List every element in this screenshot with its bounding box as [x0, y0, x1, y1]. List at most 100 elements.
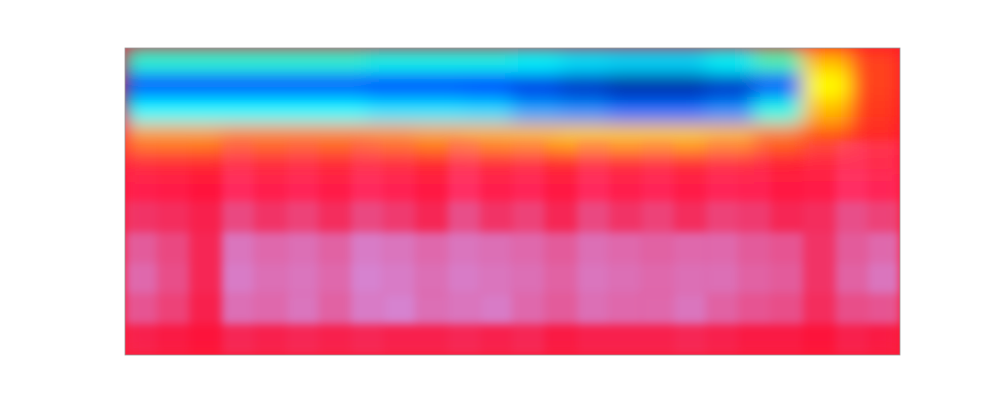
spectrogram-cell: [739, 140, 771, 171]
spectrogram-cell: [835, 294, 867, 325]
spectrogram-cell: [383, 324, 415, 355]
spectrogram-cell: [835, 202, 867, 233]
spectrogram-cell: [416, 263, 448, 294]
heatmap-cell: [463, 98, 513, 126]
spectrogram-cell: [190, 232, 222, 263]
spectrogram-cell: [674, 202, 706, 233]
spectrogram-cell: [545, 171, 577, 202]
heatmap-cell: [366, 48, 416, 75]
spectrogram-cell: [254, 202, 286, 233]
spectrogram-cell: [577, 171, 609, 202]
spectrogram-cell: [286, 109, 318, 140]
spectrogram-cell: [642, 48, 674, 79]
spectrogram-cell: [448, 202, 480, 233]
spectrogram-cell: [351, 79, 383, 110]
spectrogram-cell: [835, 324, 867, 355]
spectrogram-cell: [609, 324, 641, 355]
spectrogram-cell: [286, 324, 318, 355]
spectrogram-cell: [545, 79, 577, 110]
spectrogram-cell: [674, 263, 706, 294]
heatmap-cell: [269, 98, 319, 126]
spectrogram-cell: [416, 109, 448, 140]
heatmap-cell: [125, 98, 174, 126]
spectrogram-cell: [286, 171, 318, 202]
spectrogram-cell: [771, 232, 803, 263]
spectrogram-cell: [609, 202, 641, 233]
spectrogram-cell: [577, 294, 609, 325]
spectrogram-cell: [835, 232, 867, 263]
spectrogram-cell: [157, 232, 189, 263]
spectrogram-cell: [286, 48, 318, 79]
spectrogram-cell: [739, 263, 771, 294]
spectrogram-cell: [125, 140, 157, 171]
spectrogram-cell: [351, 140, 383, 171]
spectrogram-cell: [545, 202, 577, 233]
spectrogram-cell: [642, 171, 674, 202]
spectrogram-cell: [868, 232, 900, 263]
heatmap-cell: [608, 73, 658, 101]
spectrogram-cell: [222, 263, 254, 294]
spectrogram-cell: [254, 109, 286, 140]
spectrogram-cell: [706, 202, 738, 233]
plot-area: [125, 48, 900, 355]
spectrogram-cell: [448, 232, 480, 263]
spectrogram-cell: [416, 48, 448, 79]
spectrogram-cell: [513, 171, 545, 202]
spectrogram-cell: [739, 202, 771, 233]
spectrogram-cell: [480, 48, 512, 79]
spectrogram-cell: [706, 324, 738, 355]
spectrogram-cell: [222, 324, 254, 355]
spectrogram-cell: [739, 79, 771, 110]
spectrogram-cell: [448, 48, 480, 79]
spectrogram-cell: [674, 294, 706, 325]
spectrogram-cell: [254, 232, 286, 263]
spectrogram-cell: [157, 79, 189, 110]
spectrogram-cell: [835, 109, 867, 140]
spectrogram-cell: [222, 294, 254, 325]
spectrogram-cell: [803, 109, 835, 140]
spectrogram-cell: [706, 232, 738, 263]
spectrogram-cell: [416, 79, 448, 110]
spectrogram-cell: [190, 48, 222, 79]
heatmap-cell: [172, 73, 222, 101]
spectrogram-cell: [125, 171, 157, 202]
spectrogram-cell: [286, 294, 318, 325]
heatmap-cell: [172, 48, 222, 75]
heatmap-cell: [415, 48, 465, 75]
heatmap-cell: [318, 48, 368, 75]
spectrogram-cell: [674, 109, 706, 140]
heatmap-cell: [318, 98, 368, 126]
heatmap-cell: [221, 73, 271, 101]
spectrogram-cell: [868, 324, 900, 355]
spectrogram-cell: [868, 294, 900, 325]
spectrogram-cell: [383, 263, 415, 294]
spectrogram-cell: [286, 79, 318, 110]
spectrogram-cell: [771, 324, 803, 355]
spectrogram-cell: [254, 171, 286, 202]
spectrogram-cell: [157, 171, 189, 202]
spectrogram-cell: [416, 232, 448, 263]
spectrogram-cell: [480, 140, 512, 171]
spectrogram-cell: [125, 324, 157, 355]
spectrogram-cell: [416, 171, 448, 202]
spectrogram-cell: [513, 109, 545, 140]
spectrogram-cell: [803, 263, 835, 294]
spectrogram-cell: [319, 202, 351, 233]
spectrogram-cell: [416, 140, 448, 171]
spectrogram-cell: [480, 294, 512, 325]
heatmap-cell: [125, 73, 174, 101]
spectrogram-cell: [351, 263, 383, 294]
spectrogram-cell: [835, 263, 867, 294]
spectrogram-cell: [803, 202, 835, 233]
spectrogram-cell: [739, 109, 771, 140]
spectrogram-cell: [448, 109, 480, 140]
spectrogram-cell: [803, 140, 835, 171]
heatmap-cell: [512, 73, 562, 101]
spectrogram-cell: [513, 324, 545, 355]
spectrogram-cell: [513, 140, 545, 171]
heatmap-cell: [657, 73, 707, 101]
spectrogram-cell: [674, 48, 706, 79]
heatmap-cell: [802, 98, 852, 126]
spectrogram-cell: [125, 109, 157, 140]
spectrogram-cell: [254, 294, 286, 325]
